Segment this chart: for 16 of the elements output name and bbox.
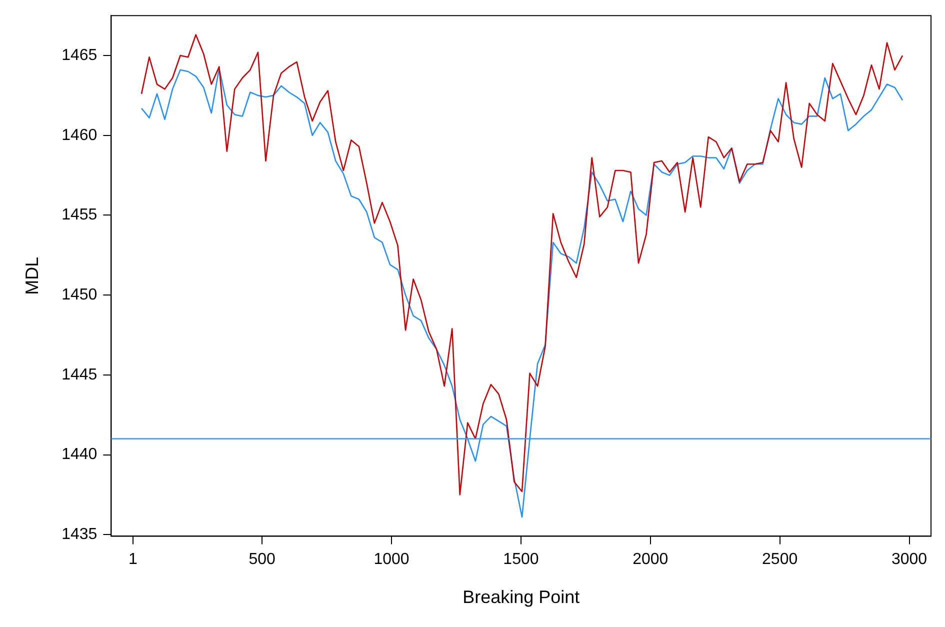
- x-tick-label: 2500: [762, 551, 798, 568]
- y-tick-label: 1435: [62, 526, 98, 544]
- y-tick-label: 1465: [62, 46, 98, 64]
- y-tick-label: 1450: [62, 286, 98, 304]
- y-tick-label: 1440: [62, 446, 98, 464]
- x-tick-label: 500: [248, 551, 276, 568]
- y-tick-label: 1455: [62, 206, 98, 224]
- x-tick-label: 1: [128, 551, 138, 568]
- x-tick-label: 1000: [374, 551, 410, 568]
- x-tick-label: 3000: [891, 551, 928, 568]
- y-tick-label: 1460: [62, 126, 98, 144]
- y-tick-label: 1445: [62, 366, 98, 384]
- y-axis-title: MDL: [22, 256, 42, 295]
- x-tick-label: 2000: [632, 551, 668, 568]
- x-axis-title: Breaking Point: [462, 587, 580, 608]
- x-tick-label: 1500: [503, 551, 539, 568]
